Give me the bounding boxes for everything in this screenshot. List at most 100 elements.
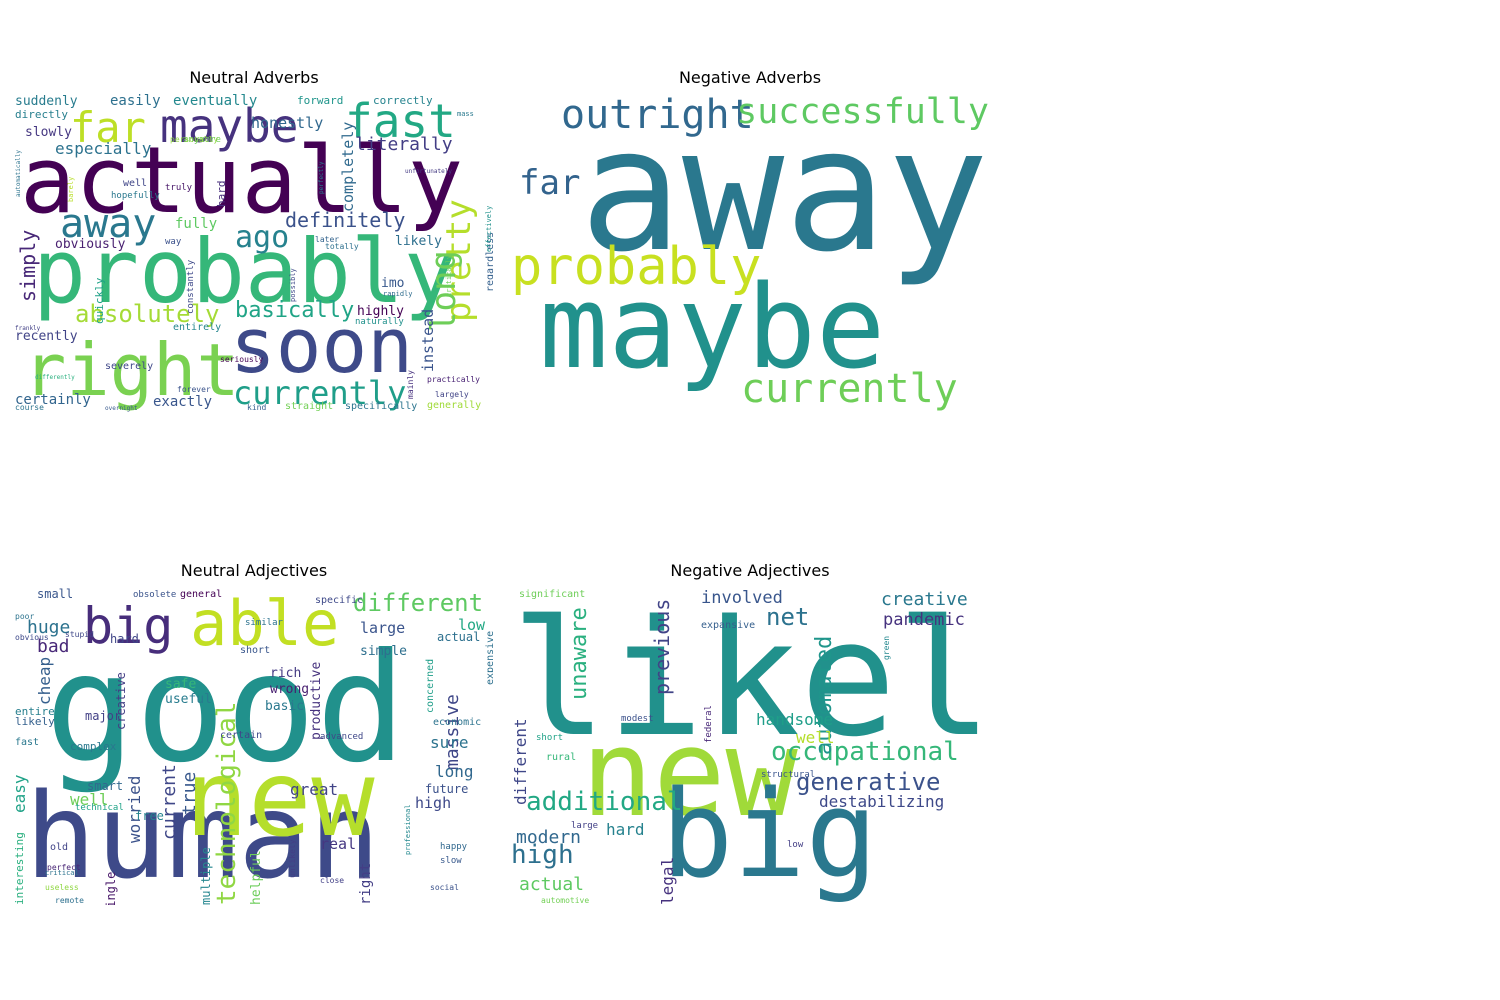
- word-hard: hard: [215, 181, 228, 208]
- word-frankly: frankly: [15, 325, 41, 332]
- word-involved: involved: [701, 588, 783, 608]
- word-new: new: [185, 738, 375, 860]
- word-right: right: [358, 863, 374, 905]
- word-expansive: expansive: [701, 620, 755, 631]
- word-remote: remote: [55, 896, 84, 905]
- word-probably: probably: [33, 220, 457, 323]
- word-maybe: maybe: [160, 99, 298, 153]
- word-productive: productive: [309, 662, 324, 740]
- word-advanced: advanced: [320, 732, 363, 742]
- word-away: away: [60, 201, 156, 247]
- word-different: different: [511, 718, 530, 805]
- word-low: low: [458, 616, 486, 634]
- word-absolutely: absolutely: [75, 300, 220, 328]
- word-smart: smart: [87, 779, 123, 793]
- word-constantly: constantly: [186, 259, 196, 314]
- word-modern: modern: [516, 827, 581, 848]
- word-severely: severely: [105, 361, 153, 372]
- word-basic: basic: [265, 699, 304, 714]
- word-entirely: entirely: [173, 322, 221, 333]
- wordcloud: away maybe probably outright successfully cur…: [511, 92, 989, 412]
- word-short: short: [536, 733, 563, 743]
- wordcloud: actually probably soon right maybe fast curren…: [15, 92, 493, 412]
- word-quickly: quickly: [93, 277, 106, 324]
- word-unfortunately: unfortunately: [405, 168, 452, 175]
- word-actually: actually: [20, 127, 463, 234]
- word-legal: legal: [658, 857, 677, 905]
- word-major: major: [85, 709, 121, 723]
- word-fast: fast: [345, 94, 456, 148]
- word-correctly: correctly: [373, 94, 433, 107]
- word-mass: mass: [457, 110, 474, 118]
- word-fully: fully: [175, 216, 217, 232]
- word-differently: differently: [35, 374, 75, 381]
- word-critically: critically: [445, 255, 453, 297]
- word-pretty: pretty: [439, 199, 479, 322]
- word-later: later: [315, 235, 339, 244]
- word-far: far: [70, 103, 146, 152]
- word-completely: completely: [339, 122, 357, 212]
- word-high: high: [415, 794, 451, 812]
- word-sure: sure: [430, 733, 469, 752]
- word-certainly: certainly: [15, 392, 91, 408]
- word-easy: easy: [15, 774, 29, 813]
- word-away: away: [580, 92, 989, 290]
- word-hopefully: hopefully: [111, 191, 160, 201]
- word-real: real: [320, 835, 356, 853]
- word-poor: poor: [15, 612, 34, 621]
- word-slow: slow: [440, 856, 462, 866]
- word-additional: additional: [526, 787, 683, 817]
- word-destabilizing: destabilizing: [819, 792, 944, 811]
- word-practically: practically: [427, 375, 480, 384]
- word-simply: simply: [16, 230, 40, 302]
- word-fast: fast: [15, 737, 39, 748]
- word-safe: safe: [165, 677, 196, 692]
- word-interesting: interesting: [15, 832, 26, 905]
- word-large: large: [360, 619, 405, 637]
- word-good: good: [45, 622, 406, 796]
- word-obviously: obviously: [55, 237, 126, 252]
- word-effectively: effectively: [485, 206, 493, 252]
- word-literally: literally: [355, 134, 453, 155]
- word-social: social: [430, 883, 459, 892]
- word-free: free: [135, 809, 164, 823]
- word-net: net: [766, 603, 809, 631]
- word-long: long: [424, 250, 464, 332]
- word-huge: huge: [27, 617, 70, 638]
- word-personally: personally: [170, 135, 218, 144]
- word-totally: totally: [325, 242, 359, 251]
- word-general: general: [180, 589, 222, 600]
- word-seriously: seriously: [220, 355, 264, 364]
- word-similar: similar: [245, 618, 284, 628]
- chart-title: Neutral Adjectives: [180, 561, 328, 580]
- word-right: right: [23, 328, 240, 412]
- word-obvious: obvious: [15, 633, 49, 642]
- word-unlikely: unlikely: [288, 839, 297, 878]
- word-single: single: [104, 872, 118, 905]
- word-critical: critical: [45, 869, 79, 877]
- word-especially: especially: [55, 139, 152, 158]
- chart-title: Negative Adverbs: [678, 68, 822, 87]
- word-helpful: helpful: [249, 850, 264, 905]
- word-happy: happy: [440, 842, 468, 852]
- word-definitely: definitely: [285, 208, 405, 232]
- word-forever: forever: [177, 385, 211, 394]
- word-true: true: [179, 772, 200, 815]
- word-useless: useless: [45, 883, 79, 892]
- word-ago: ago: [235, 220, 289, 255]
- word-honestly: honestly: [251, 114, 323, 132]
- word-human: human: [25, 767, 380, 905]
- word-future: future: [425, 782, 468, 796]
- word-far: far: [519, 163, 580, 203]
- wordcloud-panel-neutral-adverbs: Neutral Adverbs actually probably soon righ…: [15, 68, 493, 412]
- wordcloud: likelynewbigoccupationalgenerative additi…: [511, 585, 989, 905]
- word-actual: actual: [519, 874, 584, 895]
- word-close: close: [320, 876, 344, 885]
- word-cheap: cheap: [35, 657, 54, 705]
- word-soon: soon: [230, 301, 413, 390]
- word-obsolete: obsolete: [133, 590, 176, 600]
- word-structural: structural: [761, 770, 815, 780]
